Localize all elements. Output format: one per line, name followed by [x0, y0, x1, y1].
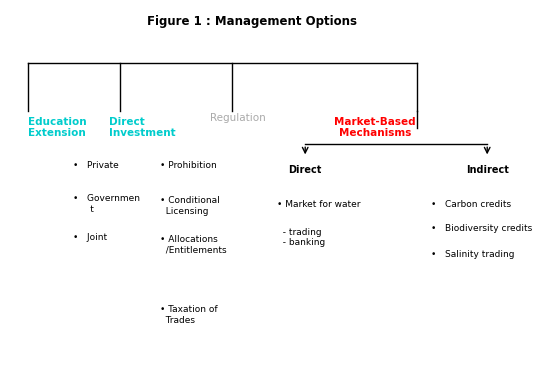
Text: • Conditional
  Licensing: • Conditional Licensing	[160, 196, 220, 215]
Text: Market-Based
Mechanisms: Market-Based Mechanisms	[334, 117, 416, 138]
Text: •   Biodiversity credits: • Biodiversity credits	[431, 224, 533, 233]
Text: Figure 1 : Management Options: Figure 1 : Management Options	[147, 15, 357, 28]
Text: •   Salinity trading: • Salinity trading	[431, 250, 515, 259]
Text: • Allocations
  /Entitlements: • Allocations /Entitlements	[160, 235, 226, 254]
Text: •   Private: • Private	[73, 161, 119, 170]
Text: •   Joint: • Joint	[73, 233, 107, 242]
Text: •   Governmen
      t: • Governmen t	[73, 194, 140, 213]
Text: Direct
Investment: Direct Investment	[109, 117, 176, 138]
Text: Regulation: Regulation	[210, 113, 266, 123]
Text: • Market for water: • Market for water	[277, 200, 361, 209]
Text: •   Carbon credits: • Carbon credits	[431, 200, 511, 209]
Text: • Taxation of
  Trades: • Taxation of Trades	[160, 305, 217, 324]
Text: Education
Extension: Education Extension	[28, 117, 87, 138]
Text: Direct: Direct	[288, 165, 322, 175]
Text: • Prohibition: • Prohibition	[160, 161, 216, 170]
Text: Indirect: Indirect	[466, 165, 508, 175]
Text: - trading
  - banking: - trading - banking	[277, 228, 325, 247]
